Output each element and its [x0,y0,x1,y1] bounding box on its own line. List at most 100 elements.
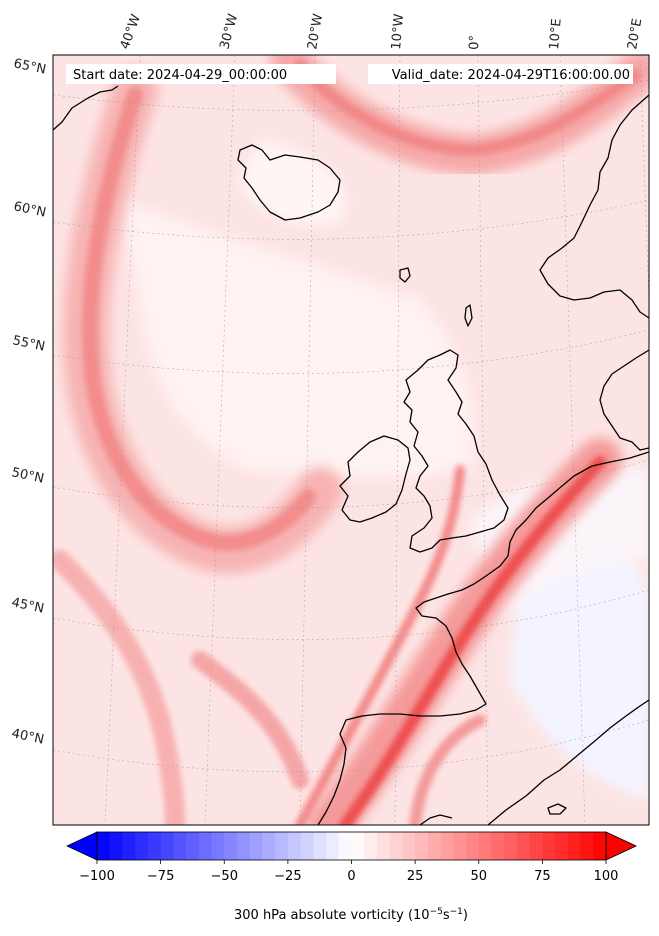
colorbar-step [287,832,302,860]
valid-date-box [368,64,633,84]
colorbar-step [478,832,492,860]
colorbar-step [542,832,556,860]
start-date-label: Start date: 2024-04-29_00:00:00 [73,68,287,83]
colorbar: −100 −75 −50 −25 0 25 50 75 100 300 hPa absolute… [66,831,637,923]
vorticity-region-weak [120,200,474,478]
colorbar-tick-label: 25 [407,869,424,884]
colorbar-step [147,832,162,860]
vorticity-band-jet-secondary [295,465,465,825]
colorbar-step [567,832,581,860]
colorbar-tick-label: −100 [79,869,115,884]
lat-label: 40°N [10,726,45,747]
colorbar-step [198,832,212,860]
colorbar-step [580,832,594,860]
colorbar-step [135,832,149,860]
colorbar-tick-label: −25 [274,869,301,884]
vorticity-band-jet-tail [409,714,486,825]
vorticity-region-negative [510,539,649,800]
graticule [53,55,649,825]
colorbar-tick-label: 75 [534,869,551,884]
colorbar-step [351,832,365,860]
coastline-balearic [547,803,567,815]
start-date-box [66,64,336,84]
colorbar-step [122,832,136,860]
colorbar-tick-label: −75 [147,869,174,884]
colorbar-step [224,832,238,860]
colorbar-step [529,832,543,860]
colorbar-step [504,832,518,860]
colorbar-step [173,832,187,860]
valid-date-label: Valid_date: 2024-04-29T16:00:00.00 [392,68,630,83]
coastline-shetland [464,304,473,327]
lon-label: 40°W [118,12,144,51]
colorbar-step [326,832,340,860]
colorbar-step [427,832,441,860]
coastline-norway [539,94,649,319]
vorticity-field [53,55,649,825]
lat-label: 55°N [11,333,46,354]
map-frame [52,54,650,826]
vorticity-band-trough-core [82,87,316,551]
lat-label: 60°N [12,199,47,220]
lat-label: 45°N [10,595,45,616]
map-panel [53,55,649,825]
colorbar-extend-max [605,831,637,861]
longitude-labels: 40°W 30°W 20°W 10°W 0° 10°E 20°E [118,12,646,51]
colorbar-step [466,832,480,860]
colorbar-step [453,832,467,860]
colorbar-step [249,832,263,860]
colorbar-step [186,832,200,860]
colorbar-step [389,832,403,860]
lon-label: 10°E [547,18,565,50]
lon-label: 20°W [305,13,326,51]
colorbar-step [300,832,314,860]
colorbar-step [236,832,251,860]
vorticity-band-south [53,550,185,825]
coastline-north-africa [419,814,453,825]
lon-label: 20°E [625,17,645,50]
colorbar-step [262,832,276,860]
latitude-labels: 65°N 60°N 55°N 50°N 45°N 40°N [10,56,47,747]
coastline-faroe [399,267,411,283]
colorbar-ticks: −100 −75 −50 −25 0 25 50 75 100 [79,860,618,884]
colorbar-tick-label: 50 [470,869,487,884]
colorbar-step [440,832,454,860]
colorbar-step [376,832,391,860]
coastline-denmark-sweden [599,349,649,451]
coastlines [53,85,649,825]
colorbar-step [211,832,225,860]
colorbar-step [364,832,378,860]
coastline-ireland [339,435,411,523]
colorbar-label: 300 hPa absolute vorticity (10−5s−1) [234,907,468,923]
coastline-iberia-east [487,699,649,825]
colorbar-step [109,832,123,860]
lat-label: 65°N [12,56,47,77]
vorticity-band-jet-core [339,456,606,825]
colorbar-step [275,832,289,860]
colorbar-step [313,832,327,860]
colorbar-step [338,832,352,860]
colorbar-step [593,832,607,860]
colorbar-step [160,832,174,860]
colorbar-step [97,832,111,860]
coastline-scotland [403,349,509,553]
vorticity-band-south [191,651,309,789]
colorbar-step [491,832,505,860]
coastline-continent [317,451,649,825]
vorticity-band-north-core [294,59,641,157]
colorbar-tick-label: 0 [347,869,355,884]
colorbar-step [402,832,416,860]
colorbar-tick-label: −50 [211,869,238,884]
colorbar-extend-min [66,831,98,861]
lon-label: 10°W [389,13,407,50]
lon-label: 30°W [217,12,241,51]
colorbar-step [516,832,531,860]
colorbar-tick-label: 100 [594,869,619,884]
vorticity-region-weak [240,140,346,225]
coastline-greenland [53,85,119,131]
coastline-iceland [237,144,341,221]
colorbar-step [415,832,429,860]
lat-label: 50°N [10,465,45,486]
colorbar-steps [97,832,607,860]
